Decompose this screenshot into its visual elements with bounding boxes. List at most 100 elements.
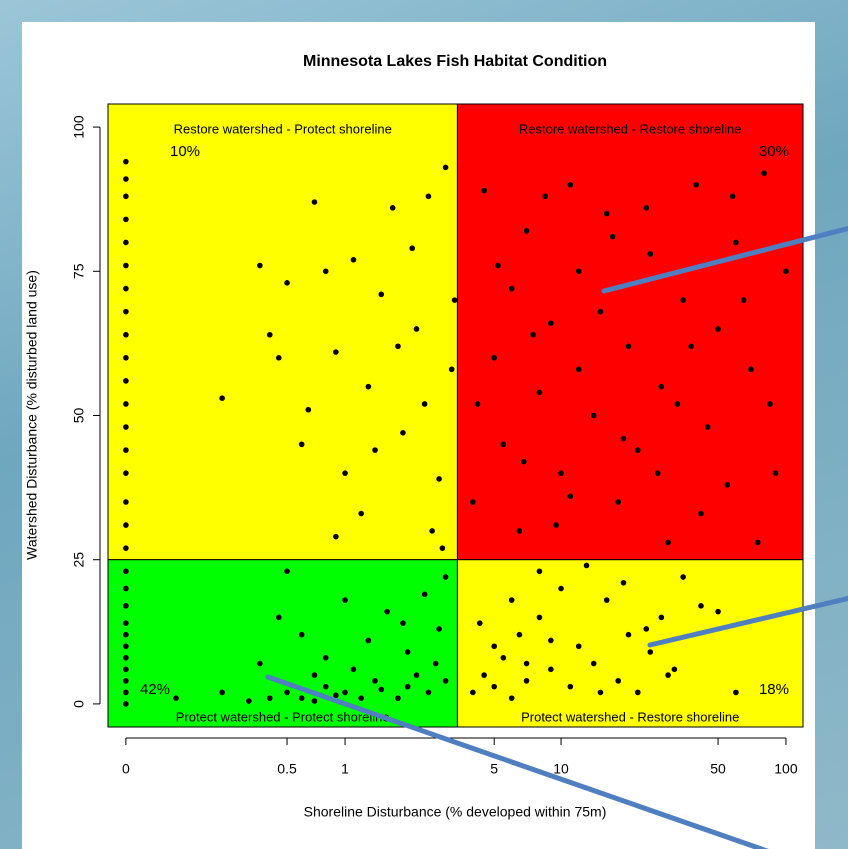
quadrant-share: 42% <box>140 681 170 698</box>
point <box>333 692 339 699</box>
point <box>575 643 582 650</box>
point <box>123 499 129 505</box>
point <box>740 297 747 303</box>
point <box>298 695 305 701</box>
point <box>421 591 428 598</box>
point <box>491 643 497 650</box>
point <box>508 597 515 603</box>
point <box>583 562 590 569</box>
point <box>365 383 372 390</box>
point <box>395 695 401 701</box>
point <box>761 170 767 177</box>
point <box>123 545 129 551</box>
point <box>442 574 449 580</box>
point <box>548 666 554 673</box>
point <box>748 366 754 373</box>
point <box>658 383 665 390</box>
point <box>284 568 290 575</box>
point <box>767 401 773 407</box>
point <box>123 654 129 661</box>
point <box>558 470 564 476</box>
point <box>542 193 549 200</box>
point <box>665 539 671 546</box>
point <box>378 686 385 693</box>
point <box>729 193 736 200</box>
point <box>647 649 654 655</box>
point <box>680 574 686 580</box>
point <box>123 401 129 407</box>
point <box>123 470 129 476</box>
point <box>123 285 129 292</box>
point <box>365 637 372 644</box>
quadrant-share: 10% <box>170 143 200 160</box>
point <box>597 308 604 315</box>
point <box>429 528 435 534</box>
point <box>715 326 721 332</box>
point <box>688 343 694 350</box>
point <box>413 326 420 332</box>
point <box>395 343 401 350</box>
quadrant <box>107 103 458 561</box>
point <box>536 389 543 396</box>
point <box>733 689 739 696</box>
point <box>322 654 329 661</box>
point <box>516 528 523 534</box>
point <box>311 199 318 205</box>
point <box>481 672 487 678</box>
point <box>567 493 574 500</box>
point <box>567 181 574 188</box>
point <box>495 262 501 269</box>
point <box>219 395 225 401</box>
point <box>298 631 305 638</box>
point <box>266 695 273 701</box>
point <box>333 349 339 355</box>
point <box>413 672 420 678</box>
y-axis-label: Watershed Disturbance (% disturbed land … <box>24 270 40 560</box>
point <box>536 568 543 575</box>
point <box>674 401 681 407</box>
point <box>500 654 507 661</box>
point <box>372 447 378 453</box>
point <box>620 579 627 586</box>
plot-area: 0 25 50 75 100 0 0.5 1 5 10 50 100 Restore watershed… <box>71 103 804 777</box>
quadrant <box>107 559 458 728</box>
point <box>350 256 357 263</box>
chart-title: Minnesota Lakes Fish Habitat Condition <box>303 53 607 70</box>
point <box>389 205 396 211</box>
point <box>520 458 527 465</box>
x-tick-label: 10 <box>553 761 569 777</box>
quadrant-share: 18% <box>759 681 789 698</box>
point <box>451 297 458 303</box>
x-tick-label: 0.5 <box>277 761 297 777</box>
point <box>597 689 604 696</box>
point <box>658 614 665 621</box>
point <box>733 239 739 246</box>
point <box>123 631 129 638</box>
point <box>123 643 129 650</box>
point <box>615 499 622 505</box>
point <box>474 401 481 407</box>
point <box>530 331 537 338</box>
point <box>603 210 610 217</box>
point <box>448 366 455 373</box>
point <box>508 285 515 292</box>
point <box>275 614 282 621</box>
decorations <box>265 225 848 849</box>
point <box>409 245 416 252</box>
point <box>358 695 364 701</box>
point <box>384 608 390 615</box>
point <box>123 424 129 430</box>
point <box>342 470 348 476</box>
quadrant-name: Restore watershed - Restore shoreline <box>519 121 742 136</box>
point <box>643 626 650 632</box>
x-tick-label: 100 <box>774 761 798 777</box>
quadrant-name: Protect watershed - Protect shoreline <box>176 709 390 724</box>
point <box>298 441 305 448</box>
point <box>342 689 348 696</box>
point <box>698 510 704 517</box>
point <box>333 533 339 540</box>
point <box>442 164 449 171</box>
point <box>123 331 129 338</box>
